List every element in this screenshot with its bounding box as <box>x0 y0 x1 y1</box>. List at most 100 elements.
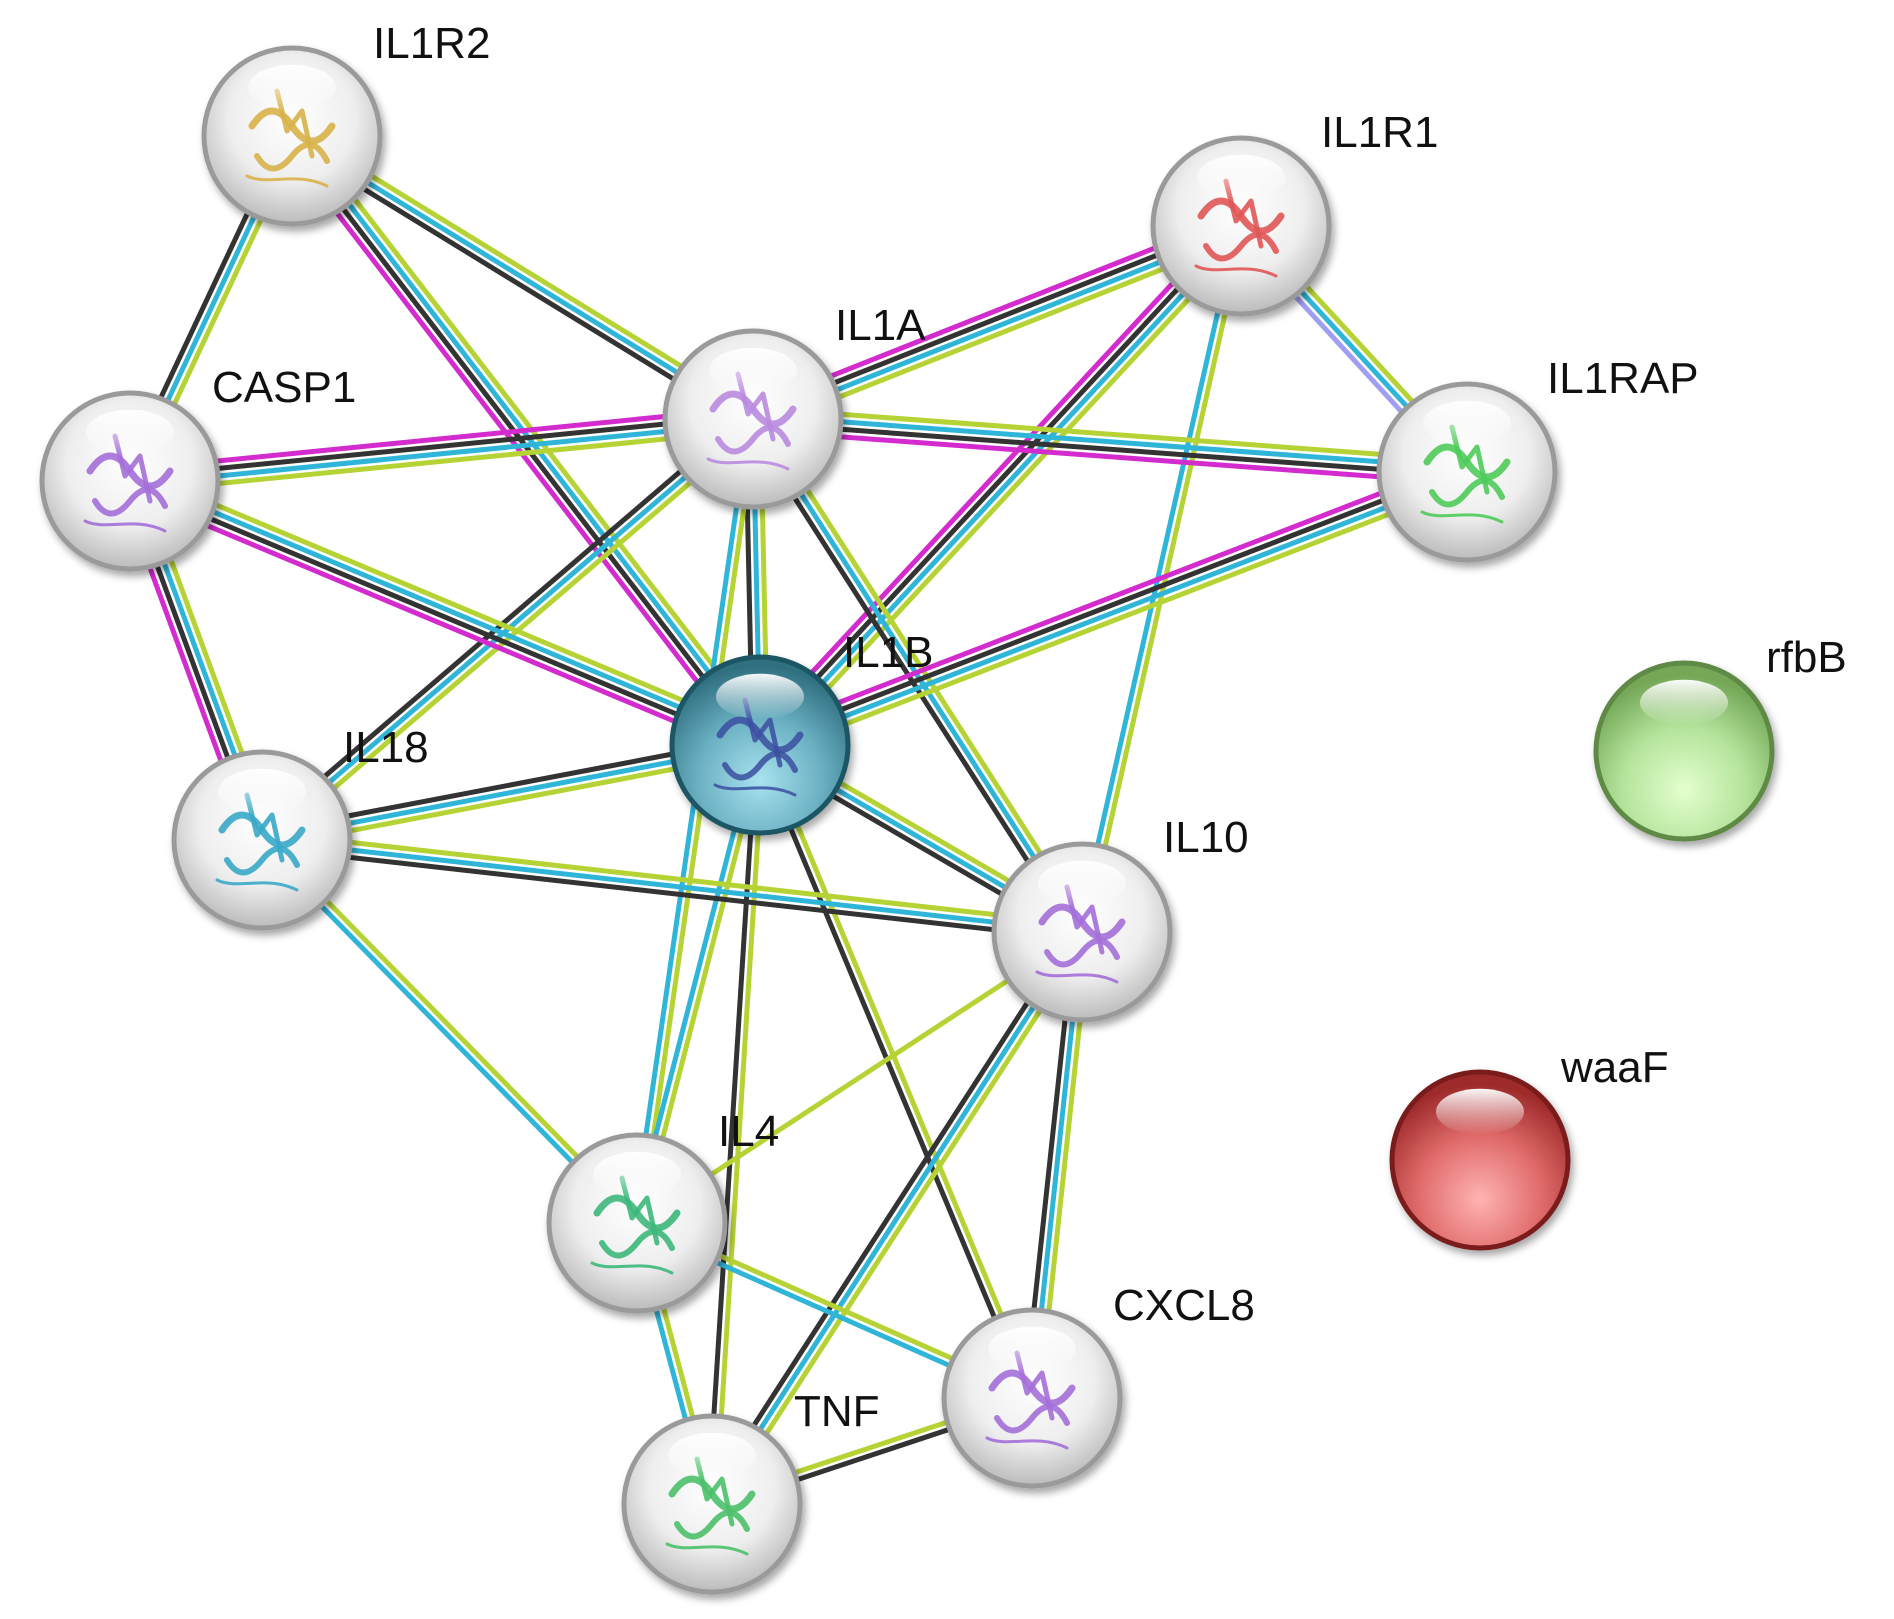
node-highlight <box>988 1326 1076 1373</box>
edge-IL1A-IL1RAP <box>751 405 1469 486</box>
edge-IL1A-CASP1-coexpression <box>129 412 753 480</box>
edge-IL1B-TNF <box>705 744 767 1505</box>
node-waaF[interactable]: waaF <box>1389 1043 1669 1251</box>
edge-IL1RAP-IL1B-coexpression <box>757 466 1467 744</box>
protein-structure-icon <box>665 1456 756 1556</box>
node-highlight <box>668 1432 756 1479</box>
edge-IL1A-IL10-database <box>750 417 1085 934</box>
edge-IL18-IL10-coexpression <box>260 844 1082 942</box>
node-label-TNF: TNF <box>794 1387 880 1436</box>
edge-IL1A-CASP1-textmining <box>130 427 755 495</box>
node-IL1A[interactable]: IL1A <box>662 301 926 510</box>
node-highlight <box>248 64 336 111</box>
node-highlight <box>593 1151 681 1198</box>
node-IL4[interactable]: IL4 <box>546 1107 779 1314</box>
node-IL1RAP[interactable]: IL1RAP <box>1376 354 1699 563</box>
edge-IL1B-TNF-coexpression <box>705 744 759 1504</box>
node-IL10[interactable]: IL10 <box>991 813 1249 1023</box>
node-IL1R1[interactable]: IL1R1 <box>1150 108 1438 317</box>
node-IL1R1-bubble[interactable] <box>1150 135 1332 317</box>
node-label-rfbB: rfbB <box>1766 633 1847 682</box>
node-IL1B[interactable]: IL1B <box>669 628 934 836</box>
node-TNF[interactable]: TNF <box>621 1387 880 1595</box>
edge-CASP1-IL1B-textmining <box>133 468 766 737</box>
edge-IL1A-IL4-textmining <box>638 419 760 1224</box>
edge-IL1A-CASP1 <box>128 405 755 495</box>
node-highlight <box>716 673 804 720</box>
node-highlight <box>218 768 306 815</box>
protein-structure-icon <box>590 1175 681 1275</box>
node-label-IL1A: IL1A <box>835 301 926 350</box>
protein-structure-icon <box>83 433 174 533</box>
protein-structure-icon <box>985 1350 1076 1450</box>
node-highlight <box>1436 1088 1524 1135</box>
node-highlight <box>86 409 174 456</box>
node-waaF-bubble[interactable] <box>1389 1069 1571 1251</box>
node-IL4-bubble[interactable] <box>546 1132 728 1314</box>
edge-IL18-IL10-textmining <box>262 830 1084 928</box>
node-IL1A-bubble[interactable] <box>662 328 844 510</box>
protein-structure-icon <box>706 371 797 471</box>
edge-IL1A-IL1RAP-experiments <box>751 427 1467 486</box>
edge-IL1B-CXCL8-coexpression <box>754 745 1031 1401</box>
edge-IL18-IL10-database <box>261 837 1083 935</box>
edge-IL1R1-IL1B <box>749 216 1252 755</box>
edge-IL1R1-IL1B-textmining <box>766 231 1252 755</box>
edge-IL1A-IL4 <box>630 418 760 1224</box>
edge-IL10-TNF-coexpression <box>703 926 1078 1502</box>
edge-IL1R1-IL1B-experiments <box>749 216 1235 740</box>
node-highlight <box>1423 400 1511 447</box>
node-IL1R2-bubble[interactable] <box>201 45 383 227</box>
node-highlight <box>709 347 797 394</box>
node-IL18-bubble[interactable] <box>171 749 353 931</box>
protein-structure-icon <box>1035 884 1126 984</box>
node-highlight <box>1640 679 1728 726</box>
node-CASP1[interactable]: CASP1 <box>39 363 356 572</box>
protein-structure-icon <box>1194 178 1285 278</box>
edge-IL1RAP-IL1B <box>755 459 1472 758</box>
protein-structure-icon <box>245 88 336 188</box>
edge-IL10-TNF-database <box>709 930 1085 1506</box>
edge-IL1A-IL1RAP-textmining <box>753 405 1469 464</box>
node-label-IL1RAP: IL1RAP <box>1547 354 1699 403</box>
edge-CASP1-IL1B-coexpression <box>127 482 760 751</box>
edge-IL1A-IL10-coexpression <box>744 421 1078 938</box>
node-TNF-bubble[interactable] <box>621 1413 803 1595</box>
node-IL1B-bubble[interactable] <box>669 654 851 836</box>
edge-IL1A-IL4-database <box>630 418 752 1223</box>
edge-IL1A-IL1RAP-database <box>753 412 1468 471</box>
node-rfbB-bubble[interactable] <box>1593 660 1775 842</box>
edge-IL1R2-IL1B-coexpression <box>287 136 760 749</box>
edge-CASP1-IL1B <box>124 468 766 758</box>
node-label-CASP1: CASP1 <box>212 363 356 412</box>
protein-structure-icon <box>1420 424 1511 524</box>
node-rfbB[interactable]: rfbB <box>1593 633 1847 842</box>
edge-IL1R2-IL1B-textmining <box>298 127 771 740</box>
edge-IL1B-TNF-textmining <box>713 745 767 1505</box>
nodes-layer: IL1R2 IL1R1 IL1A CASP1 IL1RAP IL1B rfbB IL18 IL1… <box>39 19 1847 1595</box>
edge-IL1RAP-IL1B-experiments <box>755 459 1464 737</box>
node-IL10-bubble[interactable] <box>991 841 1173 1023</box>
node-highlight <box>1197 154 1285 201</box>
edge-IL1A-CASP1-experiments <box>128 405 753 473</box>
node-CASP1-bubble[interactable] <box>39 390 221 572</box>
edge-IL1R1-IL1B-database <box>760 226 1246 750</box>
edge-IL1R1-IL10-textmining <box>1083 226 1248 934</box>
node-CXCL8[interactable]: CXCL8 <box>941 1281 1255 1489</box>
node-label-IL4: IL4 <box>718 1107 779 1156</box>
edge-CASP1-IL1B-database <box>130 475 763 744</box>
node-label-IL1R1: IL1R1 <box>1321 108 1438 157</box>
edge-IL1R1-IL1B-coexpression <box>755 221 1241 745</box>
edge-CASP1-IL1B-experiments <box>124 489 757 758</box>
edge-IL18-IL10 <box>260 830 1084 942</box>
node-label-CXCL8: CXCL8 <box>1113 1281 1255 1330</box>
edge-IL10-TNF <box>703 926 1091 1510</box>
node-IL18[interactable]: IL18 <box>171 723 429 931</box>
node-CXCL8-bubble[interactable] <box>941 1307 1123 1489</box>
edge-IL1B-CXCL8 <box>754 742 1038 1401</box>
node-highlight <box>1038 860 1126 907</box>
node-IL1R2[interactable]: IL1R2 <box>201 19 490 227</box>
node-label-IL18: IL18 <box>343 723 429 772</box>
node-IL1RAP-bubble[interactable] <box>1376 381 1558 563</box>
